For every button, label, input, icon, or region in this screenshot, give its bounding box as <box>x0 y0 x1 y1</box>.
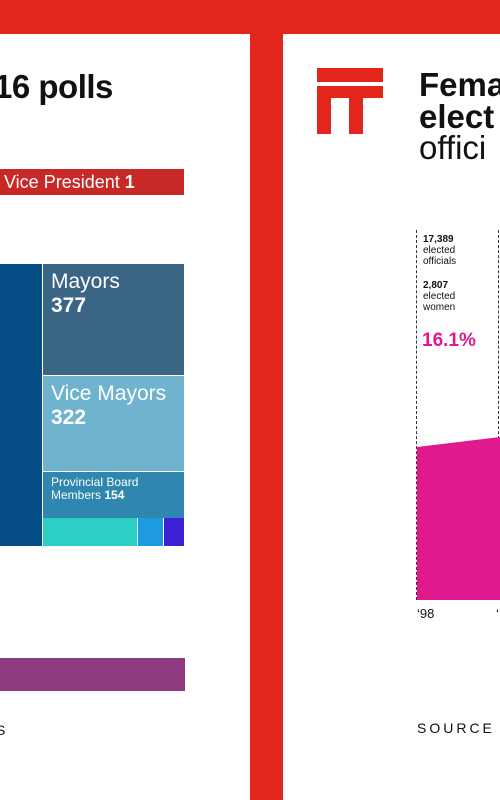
right-panel: Fema elect offici 17,389 elected officia… <box>283 34 500 800</box>
officials-annotation: 17,389 elected officials <box>423 234 456 267</box>
officials-text2: officials <box>423 256 457 267</box>
mayors-tile: Mayors 377 <box>43 264 184 375</box>
vice-president-value: 1 <box>124 172 135 192</box>
female-officials-chart: 17,389 elected officials 2,807 elected w… <box>413 230 500 600</box>
right-title: Fema elect offici <box>419 68 500 164</box>
vice-mayors-value: 322 <box>51 406 87 429</box>
vice-mayors-label: Vice Mayors <box>51 382 167 405</box>
women-text2: women <box>423 302 456 313</box>
left-title: 16 polls <box>0 68 113 105</box>
female-percentage: 16.1% <box>422 330 476 351</box>
vice-president-label: Vice President <box>4 172 120 192</box>
left-source-label: S <box>0 722 9 738</box>
purple-bar <box>0 658 185 691</box>
officials-text1: elected <box>423 245 456 256</box>
provincial-board-label: Provincial Board Members 154 <box>51 472 184 502</box>
mayors-label: Mayors <box>51 270 120 293</box>
provincial-label-line1: Provincial Board <box>51 475 139 489</box>
dashed-guide-left <box>416 230 417 600</box>
magenta-area <box>417 437 500 600</box>
violet-strip <box>164 518 184 546</box>
vice-mayors-tile: Vice Mayors 322 <box>43 376 184 471</box>
x-tick-next: ‘ <box>496 606 499 621</box>
officials-count: 17,389 <box>423 234 454 245</box>
dashed-guide-right <box>498 230 499 600</box>
right-source-label: SOURCE <box>417 720 495 736</box>
right-title-line3: offici <box>419 129 487 166</box>
right-title-line1: Fema <box>419 66 500 103</box>
left-panel: 16 polls Vice President 1 Mayors 377 Vic… <box>0 34 250 800</box>
treemap-navy-block <box>0 264 42 546</box>
women-annotation: 2,807 elected women <box>423 280 455 313</box>
provincial-label-line2: Members <box>51 488 102 502</box>
logo-icon <box>317 68 383 134</box>
mayors-value: 377 <box>51 294 87 317</box>
right-title-line2: elect <box>419 98 495 135</box>
provincial-board-value: 154 <box>104 488 125 502</box>
x-tick-98: ‘98 <box>417 606 435 621</box>
blue-strip <box>138 518 163 546</box>
provincial-board-tile: Provincial Board Members 154 <box>43 472 184 518</box>
women-count: 2,807 <box>423 280 449 291</box>
teal-strip <box>43 518 137 546</box>
women-text1: elected <box>423 291 456 302</box>
vice-president-bar: Vice President 1 <box>0 169 184 195</box>
